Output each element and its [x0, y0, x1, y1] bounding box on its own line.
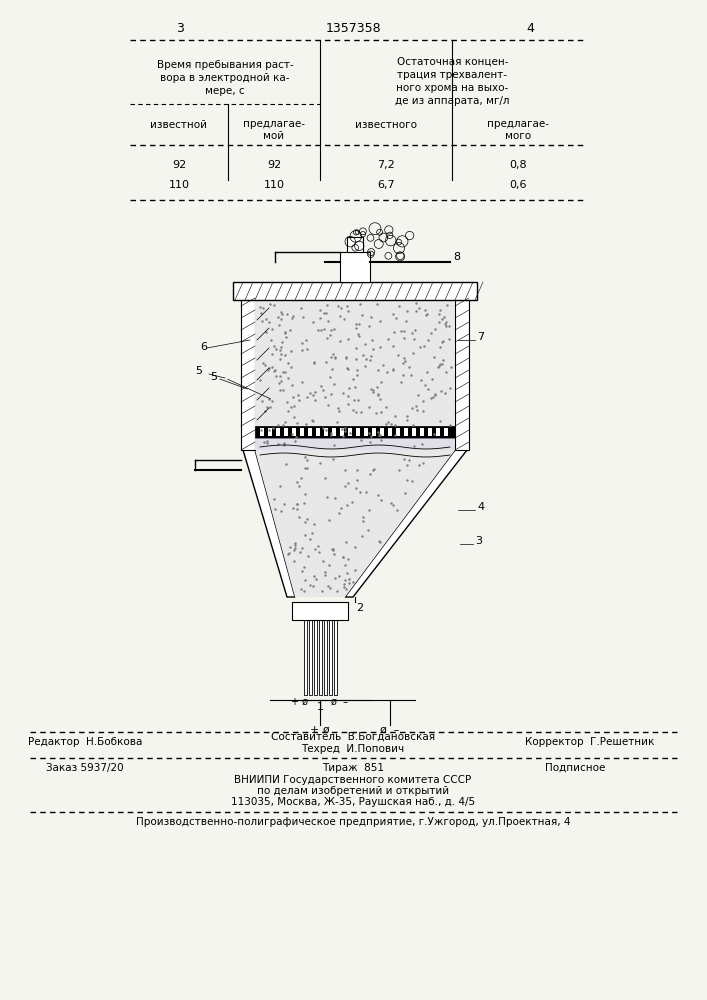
Text: 6,7: 6,7 [378, 180, 395, 190]
Text: 3: 3 [475, 536, 482, 546]
Bar [316, 428, 320, 436]
Text: 0,6: 0,6 [510, 180, 527, 190]
Text: 2: 2 [356, 603, 363, 613]
Text: 0,8: 0,8 [510, 160, 527, 170]
Text: Составитель  В.Богдановская: Составитель В.Богдановская [271, 732, 435, 742]
Bar [428, 428, 432, 436]
Text: трация трехвалент-: трация трехвалент- [397, 70, 508, 80]
Bar [404, 428, 408, 436]
Text: 1357358: 1357358 [325, 21, 381, 34]
Text: предлагае-
мой: предлагае- мой [243, 119, 305, 141]
Bar [233, 282, 477, 300]
Bar [304, 620, 307, 695]
Text: 3: 3 [176, 21, 184, 34]
Text: ø  –: ø – [380, 725, 399, 735]
Text: де из аппарата, мг/л: де из аппарата, мг/л [395, 96, 510, 106]
Bar [276, 428, 280, 436]
Text: ВНИИПИ Государственного комитета СССР: ВНИИПИ Государственного комитета СССР [235, 775, 472, 785]
Bar [372, 428, 376, 436]
Text: 92: 92 [267, 160, 281, 170]
Text: 7: 7 [477, 332, 484, 342]
Bar [329, 620, 332, 695]
Text: Производственно-полиграфическое предприятие, г.Ужгород, ул.Проектная, 4: Производственно-полиграфическое предприя… [136, 817, 571, 827]
Bar [241, 300, 255, 450]
Bar [308, 428, 312, 436]
Polygon shape [345, 450, 467, 597]
Text: 7,2: 7,2 [377, 160, 395, 170]
Text: 92: 92 [172, 160, 186, 170]
Text: Техред  И.Попович: Техред И.Попович [301, 744, 404, 754]
Bar [319, 620, 322, 695]
Bar [292, 602, 348, 620]
Bar [396, 428, 400, 436]
Bar [348, 428, 352, 436]
Text: 6: 6 [200, 342, 207, 352]
Bar [364, 428, 368, 436]
Bar [356, 428, 360, 436]
Text: 1: 1 [317, 702, 324, 712]
Text: мере, с: мере, с [205, 86, 245, 96]
Bar [380, 428, 384, 436]
Text: 5: 5 [210, 372, 217, 382]
Polygon shape [243, 450, 295, 597]
Bar [444, 428, 448, 436]
Text: Подписное: Подписное [545, 763, 605, 773]
Text: 4: 4 [526, 21, 534, 34]
Bar [388, 428, 392, 436]
Bar [340, 428, 344, 436]
Text: + ø: + ø [291, 697, 308, 707]
Bar [255, 300, 455, 450]
Text: 5: 5 [196, 366, 202, 376]
Bar [455, 300, 469, 450]
Text: 110: 110 [168, 180, 189, 190]
Bar [314, 620, 317, 695]
Bar [420, 428, 424, 436]
Bar [332, 428, 336, 436]
Bar [324, 428, 328, 436]
Bar [412, 428, 416, 436]
Text: Корректор  Г.Решетник: Корректор Г.Решетник [525, 737, 655, 747]
Bar [255, 426, 455, 438]
Bar [436, 428, 440, 436]
Bar [347, 237, 363, 252]
Text: ного хрома на выхо-: ного хрома на выхо- [397, 83, 508, 93]
Bar [340, 252, 370, 282]
Bar [300, 428, 304, 436]
Text: 4: 4 [477, 502, 484, 512]
Text: Редактор  Н.Бобкова: Редактор Н.Бобкова [28, 737, 142, 747]
Text: Тираж  851: Тираж 851 [322, 763, 384, 773]
Bar [260, 428, 264, 436]
Text: + ø: + ø [310, 725, 329, 735]
Text: ø  –: ø – [332, 697, 349, 707]
Polygon shape [255, 450, 455, 597]
Bar [255, 438, 455, 450]
Text: известного: известного [355, 120, 417, 130]
Text: предлагае-
мого: предлагае- мого [488, 119, 549, 141]
Text: известной: известной [151, 120, 207, 130]
Text: Заказ 5937/20: Заказ 5937/20 [46, 763, 124, 773]
Text: по делам изобретений и открытий: по делам изобретений и открытий [257, 786, 449, 796]
Text: 110: 110 [264, 180, 284, 190]
Text: Время пребывания раст-: Время пребывания раст- [157, 60, 293, 70]
Bar [309, 620, 312, 695]
Text: 113035, Москва, Ж-35, Раушская наб., д. 4/5: 113035, Москва, Ж-35, Раушская наб., д. … [231, 797, 475, 807]
Bar [268, 428, 272, 436]
Bar [284, 428, 288, 436]
Text: Остаточная концен-: Остаточная концен- [397, 57, 508, 67]
Bar [324, 620, 327, 695]
Bar [334, 620, 337, 695]
Text: 8: 8 [453, 252, 460, 262]
Text: вора в электродной ка-: вора в электродной ка- [160, 73, 290, 83]
Bar [292, 428, 296, 436]
